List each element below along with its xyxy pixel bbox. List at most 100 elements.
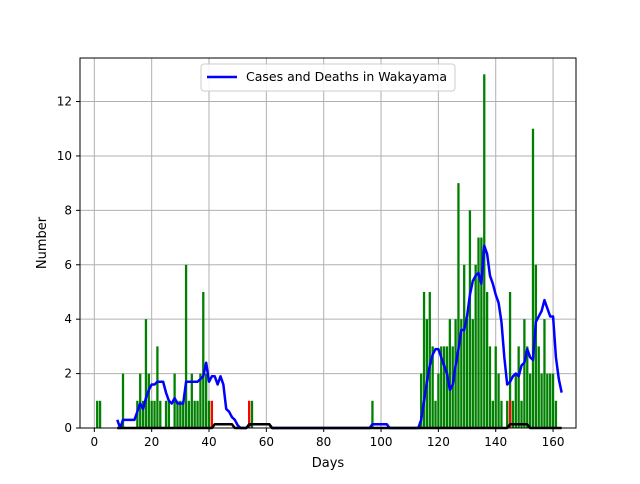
bar [546, 373, 549, 428]
bar [485, 291, 489, 428]
bar [520, 400, 523, 428]
plot-frame [79, 57, 577, 429]
bar [477, 237, 480, 428]
bar [488, 346, 492, 428]
bar [551, 373, 555, 428]
bar [451, 346, 454, 428]
x-tick-label: 140 [484, 435, 507, 449]
bar [543, 319, 546, 428]
y-axis-label: Number [35, 216, 50, 269]
legend-box [200, 63, 456, 92]
bar [442, 346, 446, 428]
bar [523, 319, 526, 428]
bar [98, 400, 102, 428]
bar [187, 400, 191, 428]
series-line-3 [117, 422, 562, 430]
bar [371, 400, 374, 428]
bar [159, 400, 162, 428]
bar [147, 373, 150, 428]
bar [497, 373, 500, 428]
y-tick-label: 6 [64, 258, 72, 272]
bar [202, 291, 205, 428]
bar [173, 373, 176, 428]
bar [480, 237, 483, 428]
bar [144, 319, 148, 428]
bar [494, 346, 497, 428]
bar [184, 264, 188, 428]
bar [554, 400, 558, 428]
bar [176, 400, 179, 428]
bar [526, 346, 529, 428]
y-tick-label: 12 [57, 95, 72, 109]
bar [468, 210, 472, 428]
y-tick-label: 8 [64, 203, 72, 217]
bar [534, 264, 538, 428]
bar [121, 373, 125, 428]
bar [549, 373, 552, 428]
bar [440, 346, 443, 428]
bar [434, 400, 437, 428]
bar [528, 373, 532, 428]
bar [508, 400, 512, 428]
x-axis-ticks: 0 20 40 60 80 100 120 140 160 [91, 428, 565, 449]
bar [500, 400, 503, 428]
x-tick-label: 0 [91, 435, 99, 449]
bar [179, 400, 182, 428]
bar [471, 319, 474, 428]
bar [141, 400, 145, 428]
bar [420, 373, 423, 428]
y-tick-label: 0 [64, 421, 72, 435]
bar [210, 400, 214, 428]
bar [431, 346, 434, 428]
x-tick-label: 120 [427, 435, 450, 449]
bar [460, 319, 463, 428]
x-axis-label: Days [312, 456, 345, 471]
bar [448, 319, 451, 428]
y-tick-label: 2 [64, 367, 72, 381]
bar [463, 264, 466, 428]
bar [491, 400, 495, 428]
lines [116, 244, 563, 430]
series-line-2 [116, 244, 563, 430]
bar [445, 346, 449, 428]
bar [457, 183, 460, 428]
bar [437, 373, 440, 428]
bar [207, 400, 211, 428]
x-tick-label: 40 [201, 435, 216, 449]
bar [205, 373, 208, 428]
bar [248, 400, 251, 428]
bar [428, 291, 431, 428]
y-tick-label: 10 [57, 149, 72, 163]
bar [156, 346, 159, 428]
bar [506, 400, 509, 428]
bar [153, 400, 156, 428]
bar [150, 400, 153, 428]
y-axis-ticks: 0 2 4 6 8 10 12 [57, 95, 80, 435]
bar [514, 373, 517, 428]
bar [139, 373, 142, 428]
bar [193, 400, 196, 428]
x-tick-label: 160 [542, 435, 565, 449]
grid [80, 58, 576, 429]
bar [250, 400, 254, 428]
bar [182, 400, 185, 428]
x-tick-label: 60 [259, 435, 274, 449]
bar [196, 400, 199, 428]
x-tick-label: 80 [316, 435, 331, 449]
bar [511, 400, 515, 428]
bar [517, 346, 520, 428]
bar [167, 400, 171, 428]
x-tick-label: 20 [144, 435, 159, 449]
bar [199, 373, 202, 428]
legend: Cases and Deaths in Wakayama [200, 63, 456, 92]
x-tick-label: 100 [370, 435, 393, 449]
bar [425, 319, 429, 428]
y-tick-label: 4 [64, 312, 72, 326]
bars [96, 74, 558, 428]
legend-label: Cases and Deaths in Wakayama [246, 69, 447, 84]
bar [465, 319, 469, 428]
bar [422, 291, 426, 428]
bar [508, 291, 512, 428]
bar [537, 346, 540, 428]
